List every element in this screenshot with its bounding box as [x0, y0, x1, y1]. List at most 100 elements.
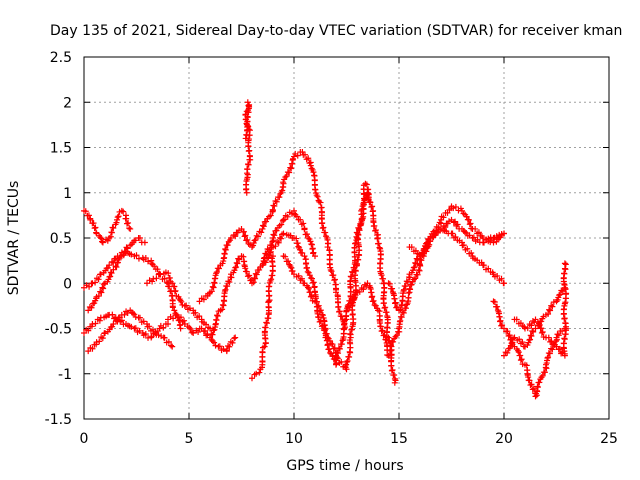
data-point	[114, 214, 121, 221]
data-point	[113, 264, 120, 271]
data-point	[280, 230, 287, 237]
data-point	[246, 272, 253, 279]
data-point	[335, 350, 342, 357]
y-tick-label: 0	[63, 276, 72, 292]
data-point	[278, 235, 285, 242]
data-point	[460, 242, 467, 249]
data-point	[268, 276, 275, 283]
data-point	[224, 242, 231, 249]
data-point	[545, 311, 552, 318]
data-point	[115, 213, 122, 220]
data-point	[211, 339, 218, 346]
data-point	[416, 267, 423, 274]
data-point	[267, 212, 274, 219]
data-point	[391, 371, 398, 378]
data-point	[90, 220, 97, 227]
data-point	[249, 375, 255, 382]
data-point	[317, 318, 324, 325]
data-point	[244, 99, 251, 106]
data-point	[202, 327, 209, 334]
data-point	[120, 252, 127, 259]
data-points	[81, 99, 570, 400]
data-point	[412, 259, 419, 266]
data-point	[351, 294, 358, 301]
data-point	[140, 318, 147, 325]
data-point	[546, 306, 553, 313]
data-point	[153, 275, 160, 282]
data-point	[326, 345, 333, 352]
data-point	[319, 322, 326, 329]
data-point	[307, 162, 314, 169]
data-point	[95, 292, 102, 299]
data-point	[121, 248, 128, 255]
data-point	[402, 305, 409, 312]
data-point	[166, 274, 173, 281]
data-point	[85, 348, 92, 355]
data-point	[402, 283, 409, 290]
data-point	[171, 307, 178, 314]
data-point	[96, 317, 103, 324]
data-point	[114, 318, 121, 325]
data-point	[85, 327, 92, 334]
data-point	[305, 235, 312, 242]
data-point	[369, 293, 376, 300]
data-point	[548, 302, 555, 309]
data-point	[408, 281, 415, 288]
data-point	[294, 152, 301, 159]
data-point	[388, 367, 395, 374]
data-point	[308, 275, 315, 282]
data-point	[361, 197, 368, 204]
chart-title: Day 135 of 2021, Sidereal Day-to-day VTE…	[50, 23, 622, 39]
data-point	[307, 289, 314, 296]
data-point	[330, 355, 337, 362]
data-point	[99, 284, 106, 291]
data-point	[347, 331, 354, 338]
data-point	[113, 317, 120, 324]
data-point	[548, 345, 555, 352]
data-point	[213, 269, 220, 276]
data-point	[532, 393, 539, 400]
data-point	[305, 155, 312, 162]
data-point	[385, 352, 392, 359]
data-point	[288, 165, 295, 172]
data-point	[518, 356, 525, 363]
data-point	[356, 225, 363, 232]
data-point	[262, 259, 269, 266]
data-point	[461, 228, 468, 235]
data-point	[347, 330, 354, 337]
data-point	[244, 273, 251, 280]
data-point	[297, 216, 304, 223]
data-point	[427, 235, 434, 241]
data-point	[99, 335, 106, 342]
data-point	[374, 235, 381, 242]
data-point	[272, 243, 279, 250]
data-point	[211, 326, 218, 333]
data-point	[232, 334, 239, 341]
data-point	[301, 226, 308, 233]
data-point	[89, 345, 96, 352]
data-point	[324, 244, 331, 251]
data-point	[228, 235, 234, 241]
data-point	[308, 292, 315, 299]
data-point	[526, 377, 533, 384]
data-point	[414, 256, 421, 263]
y-tick-label: 0.5	[50, 231, 72, 247]
data-point	[391, 379, 398, 386]
data-point	[240, 228, 247, 235]
data-point	[299, 249, 306, 256]
data-point	[208, 288, 215, 295]
data-point	[412, 275, 419, 282]
data-point	[367, 199, 374, 206]
data-point	[528, 381, 535, 388]
data-point	[256, 369, 263, 376]
data-point	[135, 255, 142, 262]
x-tick-label: 25	[600, 431, 618, 447]
data-point	[549, 346, 556, 353]
data-point	[464, 245, 471, 252]
data-point	[242, 232, 249, 239]
data-point	[85, 307, 92, 314]
y-axis-label: SDTVAR / TECUs	[6, 181, 22, 296]
data-point	[555, 332, 562, 339]
data-point	[169, 280, 176, 287]
y-tick-labels: -1.5 -1 -0.5 0 0.5 1 1.5 2 2.5	[45, 50, 72, 428]
